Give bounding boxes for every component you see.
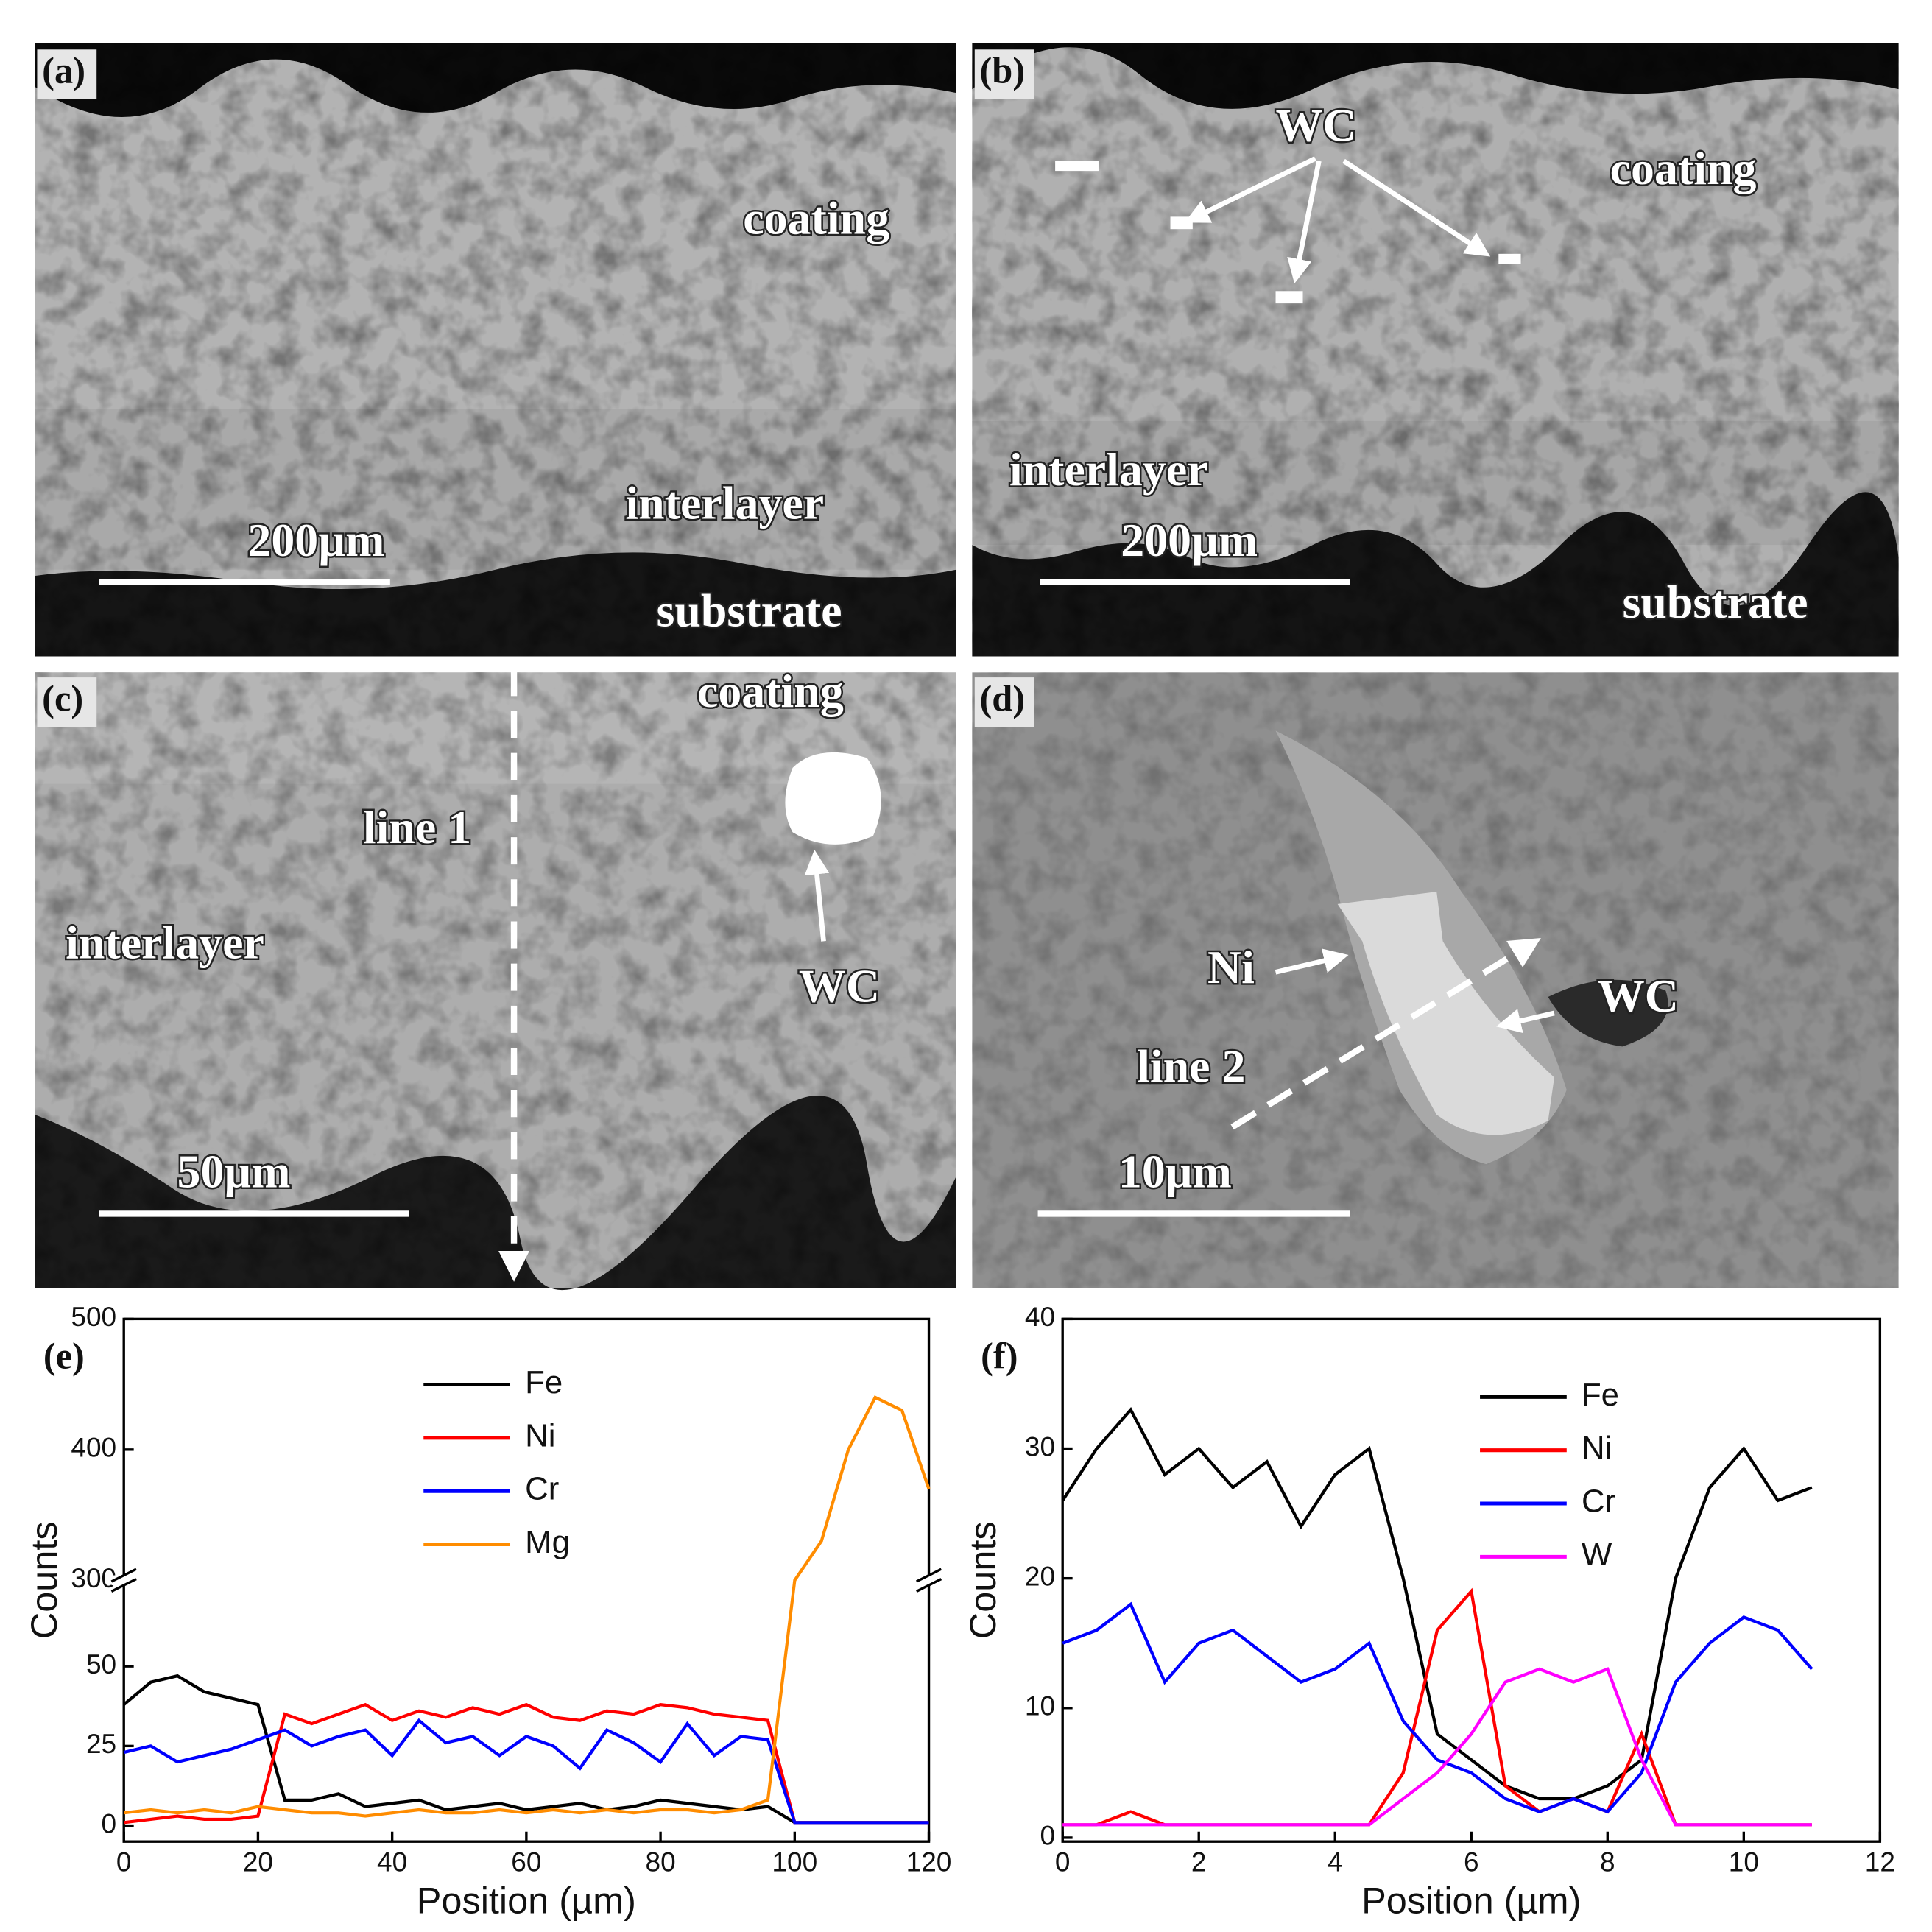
x-tick-label: 8 [1600, 1847, 1615, 1877]
annotation: WC [1598, 970, 1679, 1022]
data-line [1061, 1406, 1813, 1801]
x-tick-label: 6 [1464, 1847, 1479, 1877]
panel-label: (a) [42, 50, 85, 91]
annotation: line 2 [1137, 1040, 1245, 1093]
y-tick-label: 0 [102, 1808, 117, 1838]
panel-label: (d) [980, 677, 1026, 719]
arrow [1496, 1009, 1555, 1034]
x-tick-label: 120 [906, 1847, 952, 1877]
panel-label-bg [974, 677, 1034, 727]
annotation: coating [697, 665, 844, 717]
annotation: WC [799, 959, 880, 1012]
x-tick-label: 40 [377, 1847, 407, 1877]
y-axis-title: Counts [23, 1521, 65, 1639]
scale-bar-label: 50µm [177, 1146, 291, 1198]
y-tick-label: 20 [1025, 1561, 1055, 1591]
x-tick-label: 0 [1055, 1847, 1071, 1877]
scale-bar-label: 10µm [1118, 1146, 1232, 1198]
legend-label: Cr [525, 1471, 559, 1507]
y-tick-label: 40 [1025, 1302, 1055, 1332]
x-tick-label: 100 [772, 1847, 817, 1877]
legend-label: Fe [1582, 1377, 1619, 1413]
legend-label: Cr [1582, 1484, 1615, 1520]
x-tick-label: 10 [1729, 1847, 1759, 1877]
arrow [1275, 948, 1349, 975]
legend-label: Ni [525, 1417, 555, 1453]
x-tick-label: 12 [1865, 1847, 1895, 1877]
legend-label: Fe [525, 1364, 563, 1400]
panel-label-bg [37, 677, 97, 727]
arrow [1287, 161, 1322, 284]
y-axis-title: Counts [962, 1521, 1004, 1639]
micrograph-a [35, 43, 956, 657]
y-tick-label: 300 [71, 1563, 116, 1593]
axis-break [110, 1578, 137, 1593]
scale-bar-label: 200µm [1121, 514, 1258, 566]
data-line [1062, 1667, 1812, 1827]
axis-break [915, 1568, 942, 1583]
annotation: substrate [1622, 576, 1808, 628]
panel-label-bg [974, 49, 1034, 99]
arrow [1184, 156, 1316, 223]
y-tick-label: 25 [86, 1729, 116, 1759]
micrograph-b [972, 43, 1899, 657]
axis-break [915, 1578, 942, 1593]
data-line [123, 1395, 931, 1818]
annotation: Ni [1208, 941, 1255, 993]
y-tick-label: 0 [1040, 1821, 1056, 1851]
y-tick-label: 50 [86, 1649, 116, 1679]
x-tick-label: 4 [1328, 1847, 1343, 1877]
data-line [123, 1718, 929, 1825]
x-tick-label: 0 [116, 1847, 132, 1877]
x-tick-label: 60 [511, 1847, 541, 1877]
legend-label: W [1582, 1537, 1612, 1573]
x-tick-label: 2 [1191, 1847, 1207, 1877]
y-tick-label: 30 [1025, 1431, 1055, 1462]
y-tick-label: 500 [71, 1302, 116, 1332]
micrograph-d [972, 672, 1899, 1288]
micrograph-c [35, 669, 956, 1291]
annotation: interlayer [625, 476, 824, 529]
arrow [1342, 158, 1491, 257]
axis-break [110, 1568, 137, 1583]
annotation: WC [1276, 99, 1357, 151]
x-axis-title: Position (µm) [1361, 1880, 1581, 1922]
x-tick-label: 20 [243, 1847, 273, 1877]
panel-label-bg [37, 49, 97, 99]
y-tick-label: 400 [71, 1433, 116, 1463]
annotation: coating [743, 191, 889, 244]
data-line [1062, 1601, 1813, 1814]
x-axis-title: Position (µm) [417, 1880, 636, 1922]
annotation: line 1 [363, 801, 471, 853]
y-tick-label: 10 [1025, 1691, 1055, 1721]
legend-label: Mg [525, 1524, 570, 1560]
annotation: coating [1610, 142, 1757, 194]
annotation: substrate [656, 585, 842, 637]
panel-label: (c) [42, 677, 83, 719]
chart-label: (f) [981, 1335, 1018, 1376]
legend-label: Ni [1582, 1430, 1612, 1466]
arrow [804, 849, 830, 942]
panel-label: (b) [980, 50, 1026, 91]
annotation: interlayer [1009, 443, 1208, 496]
chart-label: (e) [43, 1335, 85, 1376]
x-tick-label: 80 [646, 1847, 676, 1877]
scale-bar-label: 200µm [247, 514, 384, 566]
chart-background [0, 1294, 1932, 1932]
annotation: interlayer [66, 916, 264, 968]
